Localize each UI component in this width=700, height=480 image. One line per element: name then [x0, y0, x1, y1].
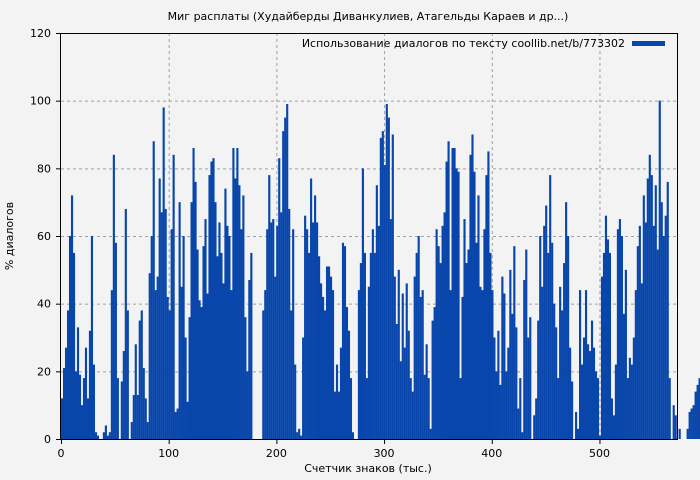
legend-label: Использование диалогов по тексту coollib…	[302, 37, 625, 50]
bar-series	[61, 100, 700, 440]
chart-title: Миг расплаты (Худайберды Диванкулиев, Ат…	[168, 10, 569, 23]
x-axis: 0 100 200 300 400 500	[58, 439, 610, 460]
x-tick-label: 0	[58, 447, 65, 460]
x-tick-label: 100	[158, 447, 179, 460]
y-tick-label: 40	[37, 298, 51, 311]
x-axis-label: Счетчик знаков (тыс.)	[304, 462, 432, 475]
x-tick-label: 500	[589, 447, 610, 460]
y-tick-label: 60	[37, 230, 51, 243]
y-axis-label: % диалогов	[3, 202, 16, 270]
legend-swatch	[632, 41, 665, 46]
x-tick-label: 200	[266, 447, 287, 460]
x-tick-label: 400	[481, 447, 502, 460]
legend: Использование диалогов по тексту coollib…	[302, 37, 665, 50]
y-tick-label: 80	[37, 162, 51, 175]
y-tick-label: 120	[30, 27, 51, 40]
y-tick-label: 0	[44, 433, 51, 446]
x-tick-label: 300	[374, 447, 395, 460]
y-axis: 0 20 40 60 80 100 120	[30, 27, 61, 446]
y-tick-label: 100	[30, 95, 51, 108]
y-tick-label: 20	[37, 365, 51, 378]
